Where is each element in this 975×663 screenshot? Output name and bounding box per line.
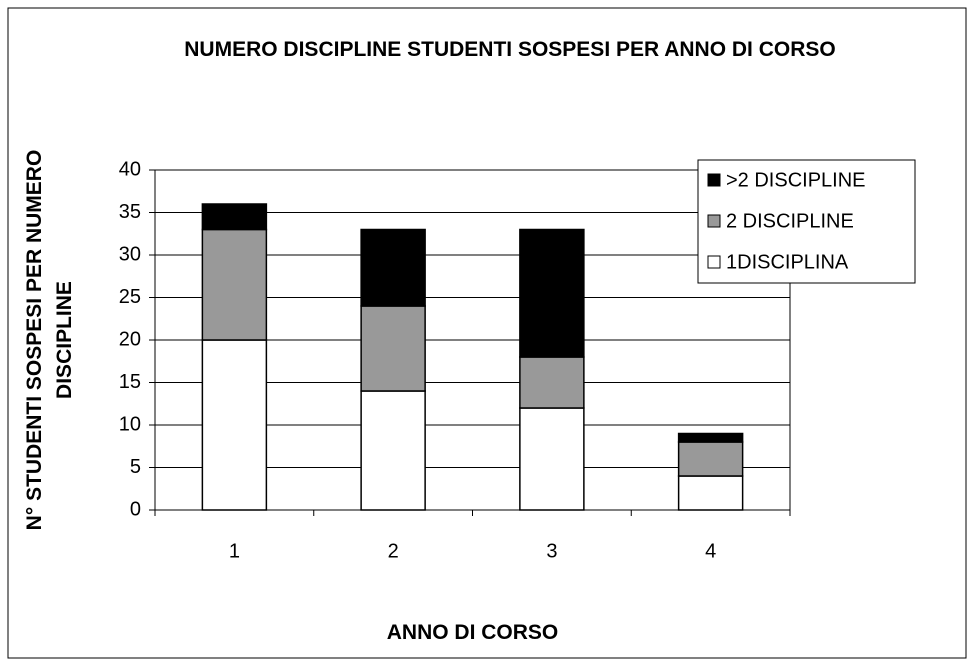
x-axis-label: ANNO DI CORSO bbox=[386, 621, 559, 644]
legend-swatch bbox=[707, 214, 721, 228]
bar-segment bbox=[677, 432, 744, 443]
bar-segment bbox=[360, 305, 426, 392]
bar-segment bbox=[519, 228, 585, 358]
y-tick-label: 15 bbox=[119, 371, 141, 393]
y-axis-label: N° STUDENTI SOSPESI PER NUMERO DISCIPLIN… bbox=[23, 149, 76, 531]
bar-segment bbox=[201, 339, 268, 511]
chart-title: NUMERO DISCIPLINE STUDENTI SOSPESI PER A… bbox=[184, 38, 836, 61]
legend-swatch bbox=[707, 173, 721, 187]
x-tick-label: 3 bbox=[546, 540, 557, 562]
bar-segment bbox=[519, 356, 585, 409]
bar-segment bbox=[201, 203, 268, 231]
x-tick-label: 4 bbox=[705, 540, 716, 562]
legend-swatch bbox=[707, 255, 721, 269]
bar-segment bbox=[201, 228, 268, 341]
legend-label: 1DISCIPLINA bbox=[726, 251, 849, 273]
y-tick-label: 10 bbox=[119, 413, 141, 435]
bar-segment bbox=[677, 441, 744, 477]
y-tick-label: 25 bbox=[119, 286, 141, 308]
y-tick-label: 20 bbox=[119, 328, 141, 350]
bar-segment bbox=[519, 407, 585, 511]
legend-box bbox=[697, 159, 916, 284]
y-tick-label: 30 bbox=[119, 243, 141, 265]
x-tick-label: 2 bbox=[388, 540, 399, 562]
bar-segment bbox=[677, 475, 744, 511]
x-tick-label: 1 bbox=[229, 540, 240, 562]
y-tick-label: 0 bbox=[130, 498, 141, 520]
y-tick-label: 40 bbox=[119, 158, 141, 180]
y-tick-label: 5 bbox=[130, 456, 141, 478]
bar-segment bbox=[360, 390, 426, 511]
legend-label: 2 DISCIPLINE bbox=[726, 210, 854, 232]
bar-segment bbox=[360, 228, 426, 307]
legend-label: >2 DISCIPLINE bbox=[726, 169, 866, 191]
y-tick-label: 35 bbox=[119, 201, 141, 223]
chart-frame bbox=[7, 7, 967, 659]
